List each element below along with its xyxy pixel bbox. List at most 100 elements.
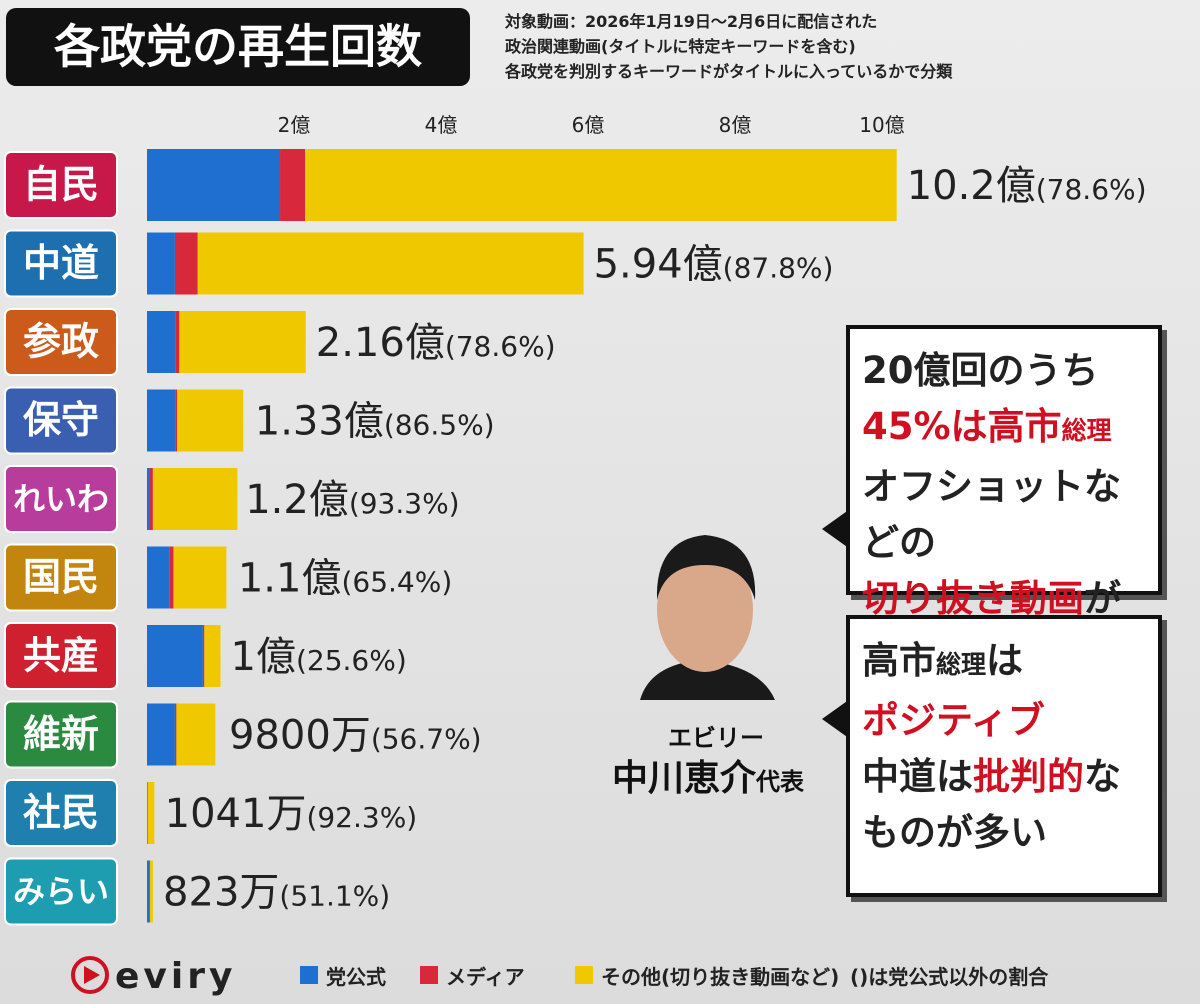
subtitle: 政治関連動画(タイトルに特定キーワードを含む)	[505, 37, 856, 56]
callout-text: ものが多い	[862, 811, 1047, 854]
category-box	[4, 622, 118, 690]
bar-segment	[147, 468, 150, 530]
category-box	[4, 700, 118, 769]
share-label: (65.4%)	[341, 566, 452, 599]
legend-swatch	[420, 966, 438, 984]
legend-note: ()は党公式以外の割合	[850, 965, 1049, 989]
bar-segment	[305, 149, 897, 221]
callout-line: ポジティブ	[862, 693, 1146, 749]
subtitle: 各政党を判別するキーワードがタイトルに入っているかで分類	[505, 62, 953, 81]
value-label: 1億(25.6%)	[231, 634, 407, 680]
bar-segment	[147, 232, 175, 295]
speaker-name-text: 中川恵介	[612, 758, 757, 799]
callout-text: 高市	[862, 639, 936, 682]
x-tick-label: 10億	[859, 113, 904, 137]
bar-segment	[175, 389, 178, 452]
value-label: 1.33億(86.5%)	[255, 399, 495, 445]
bar-segment	[202, 625, 205, 687]
callout-text: 45%は高市	[862, 405, 1062, 448]
callout-text: 中道は	[862, 755, 973, 798]
category-label: 共産	[23, 634, 99, 678]
category-box	[4, 543, 118, 612]
chart-title: 各政党の再生回数	[54, 20, 422, 74]
callout-line: 高市総理は	[862, 633, 1146, 693]
category-box	[4, 386, 118, 455]
total-label: 1.1億	[238, 556, 342, 602]
bar-segment	[147, 546, 170, 609]
share-label: (93.3%)	[349, 487, 460, 520]
bar-segment	[147, 311, 176, 373]
speaker-company: エビリー	[668, 724, 764, 752]
bar-segment	[152, 468, 238, 530]
subtitle: 対象動画：2026年1月19日～2月6日に配信された	[505, 12, 878, 31]
share-label: (51.1%)	[279, 880, 390, 913]
share-label: (78.6%)	[1036, 173, 1147, 206]
share-label: (92.3%)	[306, 801, 417, 834]
bar-segment	[149, 468, 153, 530]
callout-line: ものが多い	[862, 805, 1146, 861]
callout-text: オフショットなどの	[862, 465, 1121, 564]
bar-segment	[147, 149, 281, 221]
category-label: 保守	[23, 398, 99, 442]
title-box	[6, 8, 470, 86]
share-label: (78.6%)	[445, 330, 556, 363]
x-tick-label: 4億	[425, 113, 458, 137]
speaker-photo	[640, 535, 775, 700]
callout-text: な	[1084, 755, 1121, 798]
callout-line: オフショットなどの	[862, 459, 1146, 571]
bar-segment	[179, 311, 306, 373]
bar-segment	[280, 149, 306, 221]
category-box	[4, 308, 118, 376]
total-label: 10.2億	[907, 163, 1036, 209]
category-box	[4, 151, 118, 219]
callout-text: ポジティブ	[862, 699, 1045, 742]
value-label: 5.94億(87.8%)	[594, 242, 834, 288]
bar-segment	[147, 782, 155, 844]
total-label: 823万	[163, 870, 279, 916]
total-label: 1041万	[165, 791, 307, 837]
bar-segment	[174, 232, 198, 295]
category-label: 維新	[23, 712, 99, 756]
bar-segment	[149, 860, 153, 923]
share-label: (25.6%)	[296, 644, 407, 677]
callout-tail	[822, 509, 850, 549]
legend-label: メディア	[446, 965, 525, 989]
x-tick-label: 8億	[719, 113, 752, 137]
category-label: 中道	[23, 241, 99, 285]
category-box	[4, 779, 118, 847]
total-label: 2.16億	[316, 320, 445, 366]
total-label: 1億	[231, 634, 296, 680]
bar-segment	[177, 389, 244, 452]
logo: eviry	[115, 956, 236, 997]
bar-segment	[197, 232, 584, 295]
callout-text: は	[986, 639, 1024, 682]
bar-segment	[147, 389, 176, 452]
category-label: みらい	[13, 873, 109, 911]
category-box	[4, 465, 118, 533]
total-label: 1.2億	[245, 477, 349, 523]
category-box	[4, 857, 118, 926]
share-label: (56.7%)	[371, 723, 482, 756]
bar-segment	[175, 311, 180, 373]
x-tick-label: 6億	[572, 113, 605, 137]
callout-tail	[822, 699, 850, 739]
callout-text: 20億回のうち	[862, 349, 1099, 392]
category-label: 社民	[23, 791, 99, 835]
legend-swatch	[300, 966, 318, 984]
bar-segment	[147, 860, 150, 923]
x-tick-label: 2億	[278, 113, 311, 137]
value-label: 1.1億(65.4%)	[238, 556, 452, 602]
callout-text: 総理	[1061, 416, 1112, 445]
bar-segment	[174, 703, 177, 766]
share-label: (86.5%)	[384, 409, 495, 442]
callout-line: 20億回のうち	[862, 343, 1146, 399]
value-label: 1.2億(93.3%)	[245, 477, 459, 523]
legend-swatch	[575, 966, 593, 984]
total-label: 5.94億	[594, 242, 723, 288]
bar-segment	[173, 546, 227, 609]
callout: 高市総理は ポジティブ 中道は批判的な ものが多い	[822, 615, 1162, 897]
logo-icon	[71, 956, 109, 994]
